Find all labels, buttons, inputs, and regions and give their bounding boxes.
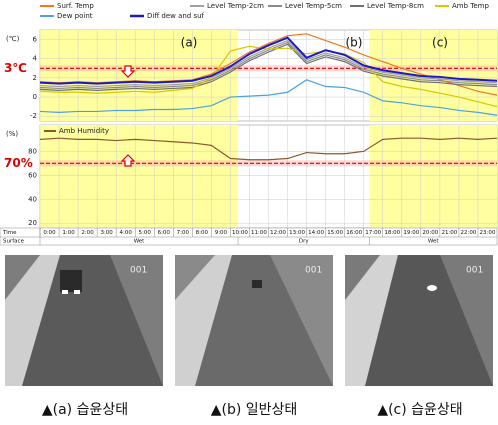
legend-label: Amb Temp <box>452 2 489 10</box>
plots: 6420-2(℃)3℃(a)(b)(c)80604020(%)70%Surf. … <box>0 2 497 245</box>
y-tick-label: -2 <box>30 112 37 120</box>
x-tick-label: 9:00 <box>215 230 228 236</box>
x-tick-label: 5:00 <box>139 230 152 236</box>
legend-label: Level Temp-2cm <box>207 2 264 10</box>
surface-state: Wet <box>134 239 145 245</box>
x-tick-label: 0:00 <box>43 230 56 236</box>
x-tick-label: 8:00 <box>196 230 209 236</box>
x-tick-label: 17:00 <box>365 230 381 236</box>
x-tick-label: 11:00 <box>251 230 267 236</box>
threshold-label: 70% <box>4 156 33 170</box>
legend-label: Level Temp-8cm <box>367 2 424 10</box>
photo-a: 001 <box>5 255 163 386</box>
x-tick-label: 10:00 <box>232 230 248 236</box>
x-tick-label: 21:00 <box>441 230 457 236</box>
y-tick-label: 80 <box>28 147 37 155</box>
y-tick-label: 40 <box>28 195 37 203</box>
x-tick-label: 22:00 <box>461 230 477 236</box>
y-axis-label: (%) <box>6 130 18 138</box>
x-tick-label: 20:00 <box>422 230 438 236</box>
x-tick-label: 13:00 <box>289 230 305 236</box>
legend-label: Level Temp-5cm <box>285 2 342 10</box>
photo-caption: ▲(b) 일반상태 <box>211 402 298 418</box>
x-tick-label: 7:00 <box>177 230 190 236</box>
photo-c: 001 <box>345 255 493 386</box>
region-label: (c) <box>432 36 448 50</box>
legend-label: Amb Humidity <box>59 127 109 135</box>
x-tick-label: 6:00 <box>158 230 171 236</box>
figure: 001 001 001 ▲(a) 습윤상태 ▲(b) 일반상태 ▲(c) 습윤상… <box>0 0 498 421</box>
x-tick-label: 4:00 <box>120 230 133 236</box>
x-tick-label: 19:00 <box>403 230 419 236</box>
legend-label: Surf. Temp <box>57 2 94 10</box>
x-tick-label: 18:00 <box>384 230 400 236</box>
x-tick-label: 1:00 <box>62 230 75 236</box>
x-tick-label: 15:00 <box>327 230 343 236</box>
photo-caption: ▲(a) 습윤상태 <box>42 402 128 418</box>
region-label: (b) <box>346 36 363 50</box>
svg-text:001: 001 <box>130 266 147 276</box>
svg-text:001: 001 <box>305 266 322 276</box>
wet-period <box>40 125 238 228</box>
surface-state: Dry <box>299 239 309 245</box>
photo-caption: ▲(c) 습윤상태 <box>377 402 462 418</box>
surface-state: Wet <box>428 239 439 245</box>
time-label: Time <box>2 230 17 236</box>
y-tick-label: 6 <box>33 36 38 44</box>
legend-label: Dew point <box>57 12 93 20</box>
y-tick-label: 4 <box>33 55 38 63</box>
y-tick-label: 60 <box>28 171 37 179</box>
y-tick-label: 20 <box>28 219 37 227</box>
x-tick-label: 12:00 <box>270 230 286 236</box>
x-tick-label: 14:00 <box>308 230 324 236</box>
x-tick-label: 23:00 <box>480 230 496 236</box>
x-tick-label: 3:00 <box>100 230 113 236</box>
surface-label: Surface <box>3 239 25 245</box>
y-tick-label: 0 <box>33 93 37 101</box>
y-tick-label: 2 <box>33 74 37 82</box>
region-label: (a) <box>181 36 198 50</box>
svg-text:001: 001 <box>466 266 483 276</box>
photo-b: 001 <box>175 255 333 386</box>
legend-label: Diff dew and suf <box>147 12 205 20</box>
x-tick-label: 2:00 <box>81 230 94 236</box>
y-axis-label: (℃) <box>6 35 20 43</box>
threshold-label: 3℃ <box>4 61 27 75</box>
x-tick-label: 16:00 <box>346 230 362 236</box>
